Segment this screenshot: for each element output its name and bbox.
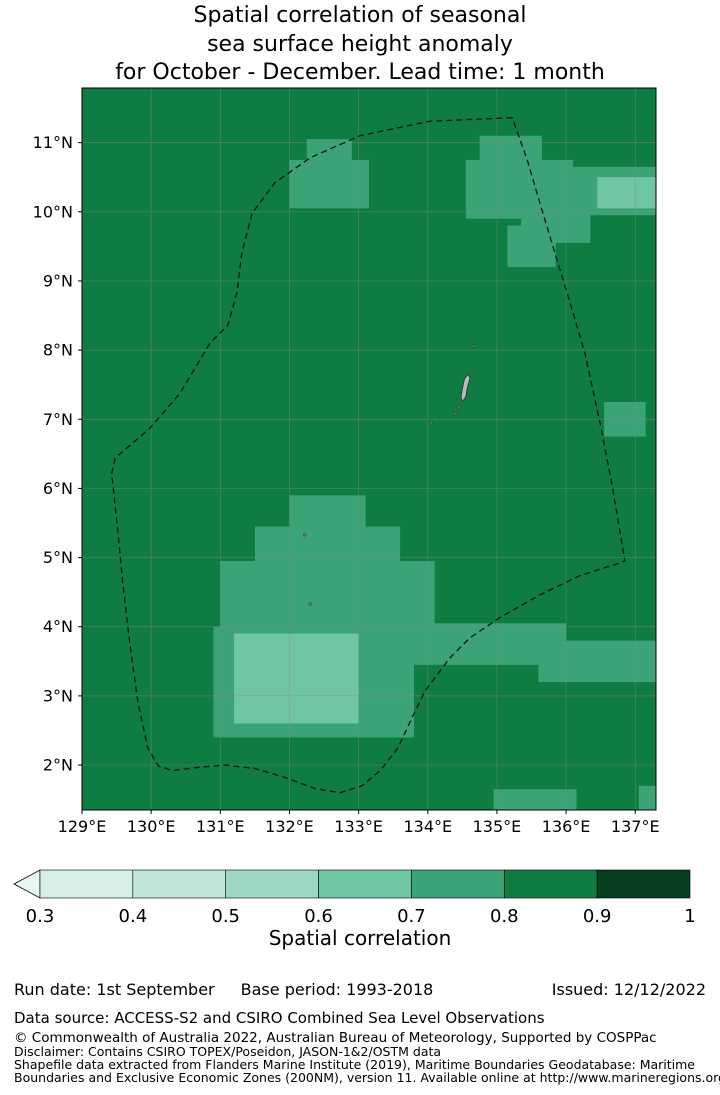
y-tick-label: 3°N xyxy=(43,686,73,705)
shapefile-attribution-line-2: Boundaries and Exclusive Economic Zones … xyxy=(14,1070,720,1085)
base-period-text: Base period: 1993-2018 xyxy=(240,980,434,999)
y-axis: 2°N 3°N 4°N 5°N 6°N 7°N 8°N 9°N 10°N 11°N xyxy=(33,133,82,775)
grid-lines xyxy=(81,88,656,810)
x-tick-label: 130°E xyxy=(127,817,176,836)
chart-title-line-2: sea surface height anomaly xyxy=(207,31,513,57)
colorbar-segment xyxy=(411,869,505,899)
main-island xyxy=(460,373,471,403)
y-tick-label: 9°N xyxy=(43,271,73,290)
heatmap-field xyxy=(82,88,656,810)
x-axis: 129°E 130°E 131°E 132°E 133°E 134°E 135°E 136°E… xyxy=(58,810,660,836)
shapefile-attribution-line-1: Shapefile data extracted from Flanders M… xyxy=(14,1057,695,1072)
colorbar-tick-label: 0.4 xyxy=(119,906,148,927)
field-patch xyxy=(493,789,577,810)
correlation-map-plot: 129°E 130°E 131°E 132°E 133°E 134°E 135°E 136°E… xyxy=(33,87,660,836)
colorbar-segment xyxy=(318,869,412,899)
colorbar-tick-label: 0.7 xyxy=(397,906,426,927)
colorbar: 0.3 0.4 0.5 0.6 0.7 0.8 0.9 1 xyxy=(13,869,696,927)
y-tick-label: 7°N xyxy=(43,410,73,429)
x-tick-label: 129°E xyxy=(58,817,107,836)
island-dot xyxy=(303,533,307,537)
chart-title: Spatial correlation of seasonal sea surf… xyxy=(0,2,720,88)
y-tick-label: 10°N xyxy=(33,202,73,221)
field-patch xyxy=(638,785,656,810)
colorbar-tick-label: 0.9 xyxy=(583,906,612,927)
eez-boundary xyxy=(111,117,626,794)
x-tick-label: 133°E xyxy=(334,817,383,836)
field-patch xyxy=(538,640,656,683)
colorbar-segment xyxy=(225,869,319,899)
colorbar-segment xyxy=(596,869,691,899)
island-dot xyxy=(453,412,457,416)
y-tick-label: 8°N xyxy=(43,341,73,360)
x-tick-label: 136°E xyxy=(542,817,591,836)
run-date-text: Run date: 1st September xyxy=(14,980,215,999)
x-tick-label: 135°E xyxy=(473,817,522,836)
colorbar-tick-label: 0.5 xyxy=(211,906,240,927)
colorbar-tick-label: 0.8 xyxy=(490,906,519,927)
run-info-line: Run date: 1st September Base period: 199… xyxy=(14,980,706,999)
field-patch xyxy=(234,633,359,724)
field-patch xyxy=(306,139,352,171)
colorbar-tick-label: 0.3 xyxy=(26,906,55,927)
island-dot xyxy=(457,405,461,409)
x-tick-label: 137°E xyxy=(611,817,660,836)
chart-title-line-3: for October - December. Lead time: 1 mon… xyxy=(115,60,605,86)
colorbar-segment xyxy=(503,869,598,899)
colorbar-segment xyxy=(132,869,227,899)
colorbar-tick-label: 1 xyxy=(684,906,695,927)
y-tick-label: 5°N xyxy=(43,548,73,567)
island-dot xyxy=(308,602,312,606)
x-tick-label: 134°E xyxy=(403,817,452,836)
island-dot xyxy=(429,421,433,425)
y-tick-label: 2°N xyxy=(43,756,73,775)
islands xyxy=(303,344,475,606)
chart-title-line-1: Spatial correlation of seasonal xyxy=(193,3,527,28)
colorbar-label: Spatial correlation xyxy=(268,926,452,950)
colorbar-tick-label: 0.6 xyxy=(304,906,333,927)
colorbar-under-arrow xyxy=(13,869,41,899)
colorbar-segment xyxy=(39,869,134,899)
disclaimer-text: Disclaimer: Contains CSIRO TOPEX/Poseido… xyxy=(14,1044,442,1059)
colorbar-ticks: 0.3 0.4 0.5 0.6 0.7 0.8 0.9 1 xyxy=(26,906,696,927)
field-patch xyxy=(597,177,656,209)
field-patch xyxy=(220,561,435,638)
island-dot xyxy=(471,344,475,348)
x-tick-label: 132°E xyxy=(265,817,314,836)
y-tick-label: 6°N xyxy=(43,479,73,498)
field-patch xyxy=(507,225,556,268)
axis-frame xyxy=(81,87,657,811)
x-tick-label: 131°E xyxy=(196,817,245,836)
issued-date-text: Issued: 12/12/2022 xyxy=(551,980,706,999)
copyright-text: © Commonwealth of Australia 2022, Austra… xyxy=(14,1030,657,1046)
data-source-text: Data source: ACCESS-S2 and CSIRO Combine… xyxy=(14,1009,545,1027)
y-tick-label: 11°N xyxy=(33,133,73,152)
y-tick-label: 4°N xyxy=(43,617,73,636)
